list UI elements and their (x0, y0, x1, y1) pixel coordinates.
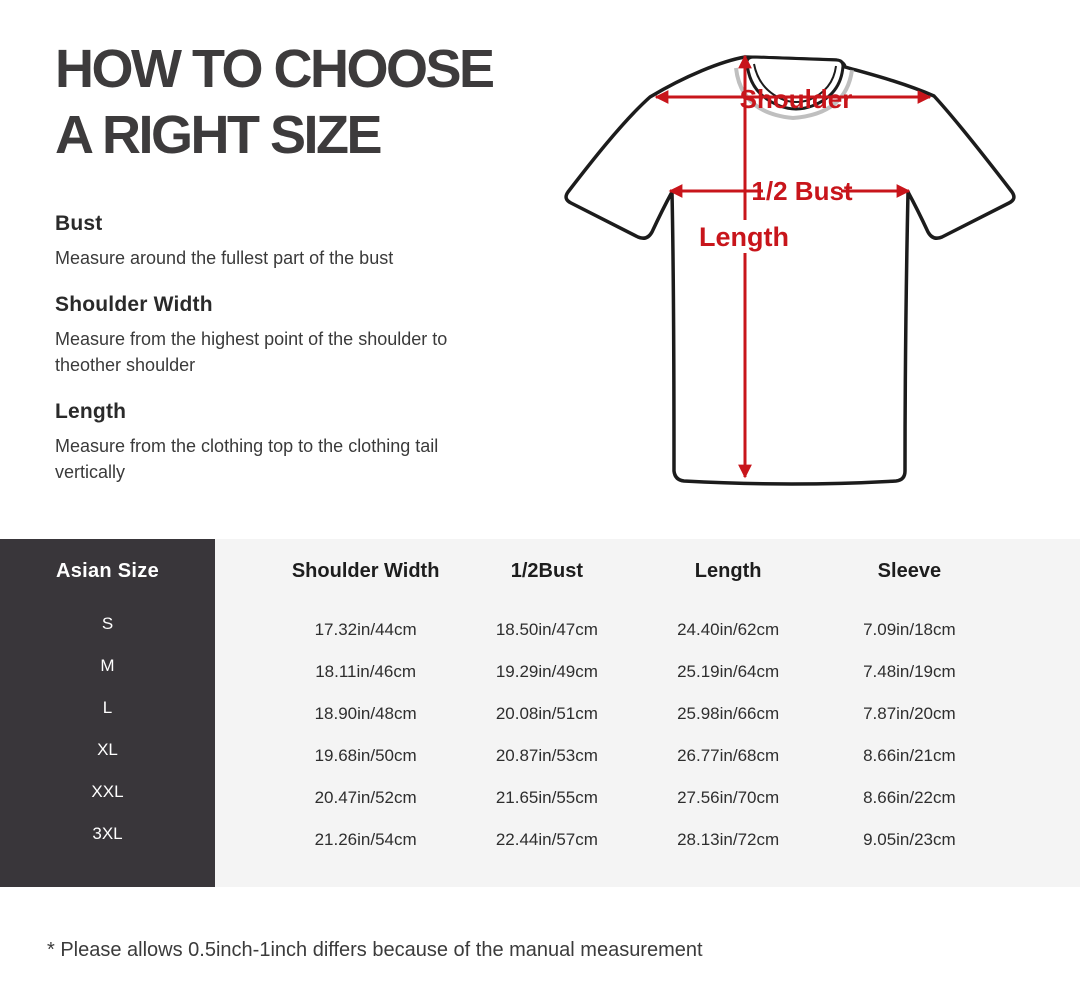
table-cell: 20.87in/53cm (495, 746, 598, 765)
bust-heading: Bust (55, 212, 103, 235)
size-label-xxl: XXL (91, 782, 124, 801)
size-table: Asian Size S M L XL XXL 3XL Shoulder Wid… (0, 539, 1080, 887)
table-cell: 26.77in/68cm (677, 746, 780, 765)
measurement-footnote: * Please allows 0.5inch-1inch differs be… (47, 939, 703, 961)
length-description: Measure from the clothing top to the clo… (55, 436, 439, 482)
size-table-size-column: Asian Size S M L XL XXL 3XL (0, 539, 215, 887)
table-cell: 7.48in/19cm (863, 662, 956, 681)
tshirt-diagram: Shoulder 1/2 Bust Length (564, 54, 1016, 486)
table-row-s: 17.32in/44cm 18.50in/47cm 24.40in/62cm 7… (275, 609, 1000, 651)
col-header-sleeve: Sleeve (877, 559, 942, 582)
table-row-xxl: 20.47in/52cm 21.65in/55cm 27.56in/70cm 8… (275, 777, 1000, 819)
table-cell: 22.44in/57cm (495, 830, 598, 849)
shoulder-width-description: Measure from the highest point of the sh… (55, 329, 448, 375)
shoulder-width-heading: Shoulder Width (55, 293, 213, 316)
asian-size-header: Asian Size (55, 559, 160, 582)
page-title-line-1: HOW TO CHOOSE (55, 39, 495, 99)
size-label-m: M (100, 656, 115, 675)
table-cell: 19.68in/50cm (314, 746, 417, 765)
table-cell: 25.19in/64cm (677, 662, 780, 681)
table-row-3xl: 21.26in/54cm 22.44in/57cm 28.13in/72cm 9… (275, 819, 1000, 861)
table-row-m: 18.11in/46cm 19.29in/49cm 25.19in/64cm 7… (275, 651, 1000, 693)
table-cell: 19.29in/49cm (495, 662, 598, 681)
table-cell: 8.66in/22cm (863, 788, 956, 807)
half-bust-arrow-label: 1/2 Bust (751, 176, 852, 206)
table-cell: 25.98in/66cm (677, 704, 780, 723)
col-header-length: Length (694, 559, 762, 582)
measure-section-length: Length Measure from the clothing top to … (55, 400, 525, 485)
table-row-xl: 19.68in/50cm 20.87in/53cm 26.77in/68cm 8… (275, 735, 1000, 777)
measure-section-bust: Bust Measure around the fullest part of … (55, 212, 525, 271)
table-cell: 18.50in/47cm (495, 620, 598, 639)
table-cell: 18.90in/48cm (314, 704, 417, 723)
length-heading: Length (55, 400, 127, 423)
size-label-xl: XL (97, 740, 118, 759)
table-cell: 20.08in/51cm (495, 704, 598, 723)
page-title-line-2: A RIGHT SIZE (55, 105, 383, 165)
bust-description: Measure around the fullest part of the b… (55, 248, 394, 268)
col-header-shoulder-width: Shoulder Width (291, 559, 440, 582)
size-table-header-row: Shoulder Width 1/2Bust Length Sleeve (275, 539, 1000, 603)
col-header-half-bust: 1/2Bust (510, 559, 583, 582)
table-cell: 9.05in/23cm (863, 830, 956, 849)
table-cell: 17.32in/44cm (314, 620, 417, 639)
table-cell: 7.09in/18cm (863, 620, 956, 639)
table-cell: 27.56in/70cm (677, 788, 780, 807)
table-cell: 8.66in/21cm (863, 746, 956, 765)
table-cell: 20.47in/52cm (314, 788, 417, 807)
size-table-values: Shoulder Width 1/2Bust Length Sleeve 17.… (215, 539, 1080, 887)
table-cell: 28.13in/72cm (677, 830, 780, 849)
shoulder-arrow-label: Shoulder (740, 84, 853, 114)
measure-section-shoulder-width: Shoulder Width Measure from the highest … (55, 293, 525, 378)
table-cell: 21.26in/54cm (314, 830, 417, 849)
table-row-l: 18.90in/48cm 20.08in/51cm 25.98in/66cm 7… (275, 693, 1000, 735)
size-label-l: L (102, 698, 113, 717)
intro-block: HOW TO CHOOSE A RIGHT SIZE Bust Measure … (55, 36, 525, 507)
page-title: HOW TO CHOOSE A RIGHT SIZE (55, 36, 525, 168)
size-label-3xl: 3XL (92, 824, 123, 843)
table-cell: 21.65in/55cm (495, 788, 598, 807)
table-cell: 7.87in/20cm (863, 704, 956, 723)
tshirt-outline (564, 55, 1016, 486)
table-cell: 18.11in/46cm (315, 662, 417, 681)
length-arrow-label: Length (699, 222, 789, 252)
table-cell: 24.40in/62cm (677, 620, 780, 639)
size-label-s: S (101, 614, 114, 633)
